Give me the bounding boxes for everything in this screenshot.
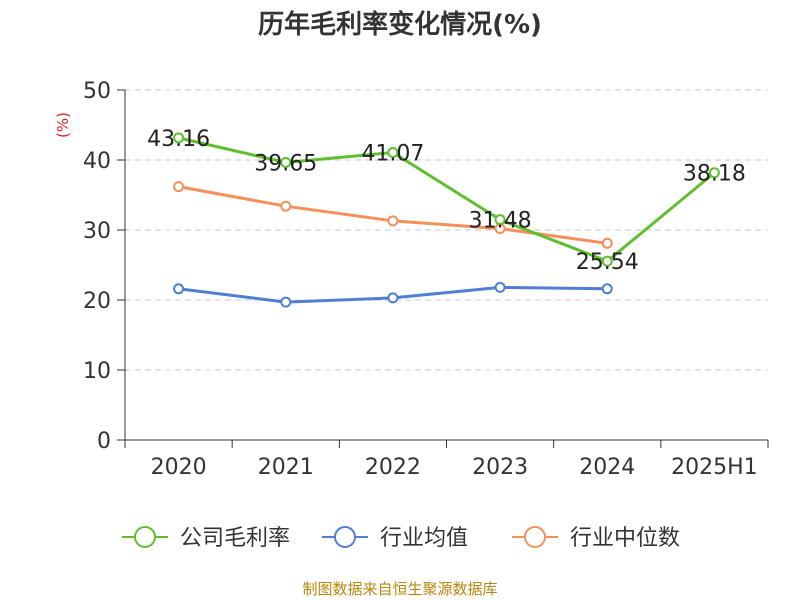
data-point bbox=[387, 292, 399, 304]
data-label: 43.16 bbox=[147, 127, 210, 152]
data-point bbox=[387, 215, 399, 227]
legend-label: 行业中位数 bbox=[570, 526, 680, 551]
data-point bbox=[601, 255, 613, 267]
data-point bbox=[601, 283, 613, 295]
data-source-note: 制图数据来自恒生聚源数据库 bbox=[302, 580, 498, 598]
y-tick-label: 30 bbox=[83, 219, 111, 244]
data-point bbox=[280, 200, 292, 212]
x-tick-label: 2022 bbox=[365, 455, 421, 480]
data-point bbox=[280, 296, 292, 308]
data-point bbox=[601, 237, 613, 249]
data-point bbox=[387, 147, 399, 159]
y-tick-label: 20 bbox=[83, 289, 111, 314]
x-tick-label: 2021 bbox=[258, 455, 314, 480]
chart-title: 历年毛利率变化情况(%) bbox=[258, 10, 542, 40]
legend-marker bbox=[334, 526, 356, 548]
x-tick-label: 2025H1 bbox=[671, 455, 758, 480]
series-line bbox=[178, 136, 716, 263]
data-point bbox=[173, 181, 185, 193]
legend-label: 公司毛利率 bbox=[180, 526, 290, 551]
y-axis-unit-label: (%) bbox=[54, 112, 72, 138]
data-point bbox=[494, 281, 506, 293]
data-point bbox=[494, 214, 506, 226]
legend-label: 行业均值 bbox=[380, 526, 468, 551]
data-label: 31.48 bbox=[469, 209, 532, 234]
data-point bbox=[173, 283, 185, 295]
data-label: 38.18 bbox=[683, 162, 746, 187]
data-label: 25.54 bbox=[576, 250, 639, 275]
data-point bbox=[708, 167, 720, 179]
legend-marker bbox=[524, 526, 546, 548]
data-label: 39.65 bbox=[254, 151, 317, 176]
x-tick-label: 2024 bbox=[579, 455, 635, 480]
y-tick-label: 0 bbox=[97, 429, 111, 454]
x-tick-label: 2020 bbox=[151, 455, 207, 480]
data-point bbox=[280, 156, 292, 168]
x-tick-label: 2023 bbox=[472, 455, 528, 480]
y-tick-label: 10 bbox=[83, 359, 111, 384]
legend-marker bbox=[134, 526, 156, 548]
y-tick-label: 40 bbox=[83, 149, 111, 174]
y-tick-label: 50 bbox=[83, 79, 111, 104]
data-label: 41.07 bbox=[361, 142, 424, 167]
data-point bbox=[173, 132, 185, 144]
